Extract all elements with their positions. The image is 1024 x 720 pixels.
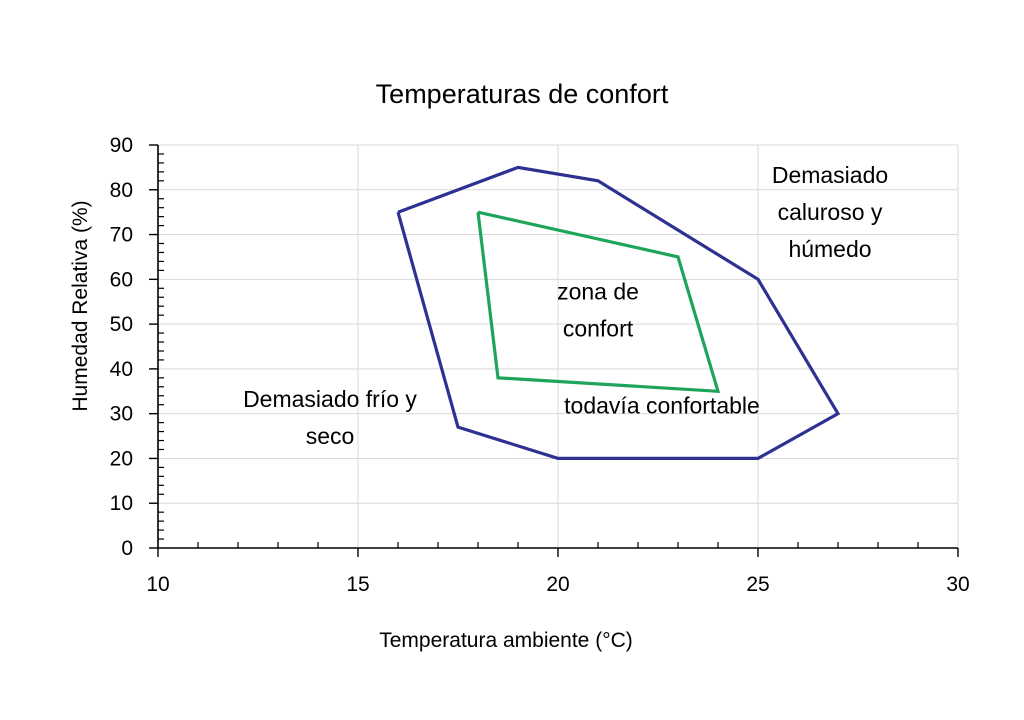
y-tick-label: 80 (110, 179, 133, 202)
comfort-zone-line (476, 210, 721, 394)
chart-title: Temperaturas de confort (376, 79, 669, 109)
annotation-line: Demasiado (772, 162, 888, 188)
annotation-line: Demasiado frío y (243, 386, 417, 412)
annotation-line: caluroso y (778, 199, 883, 225)
annotation-line: zona de (557, 278, 639, 304)
y-tick-label: 60 (110, 268, 133, 291)
y-tick-label: 40 (110, 358, 133, 381)
x-axis-title: Temperatura ambiente (°C) (379, 629, 633, 652)
x-tick-label: 20 (546, 573, 569, 596)
y-tick-label: 10 (110, 492, 133, 515)
annotation: Demasiado caluroso y húmedo (772, 162, 888, 262)
y-tick-label: 50 (110, 313, 133, 336)
y-tick-label: 90 (110, 134, 133, 157)
axes: 10 15 20 25 30 0 10 20 30 40 50 60 70 80 90 (110, 134, 970, 596)
x-tick-label: 25 (746, 573, 769, 596)
annotation: todavía confortable (564, 393, 760, 419)
annotation-line: seco (306, 423, 355, 449)
x-tick-label: 10 (146, 573, 169, 596)
y-tick-label: 0 (121, 537, 133, 560)
annotations: Demasiado caluroso y húmedo zona de confort t… (243, 162, 888, 449)
grid (158, 144, 959, 548)
y-tick-label: 30 (110, 403, 133, 426)
y-tick-label: 20 (110, 447, 133, 470)
y-tick-label: 70 (110, 224, 133, 247)
series-layer (396, 165, 841, 460)
annotation-line: húmedo (788, 236, 871, 262)
annotation-line: todavía confortable (564, 393, 760, 419)
x-tick-label: 30 (946, 573, 969, 596)
y-axis-title: Humedad Relativa (%) (69, 200, 92, 411)
x-tick-label: 15 (346, 573, 369, 596)
outer-zone-line (396, 165, 841, 460)
annotation: zona de confort (557, 278, 639, 341)
annotation-line: confort (563, 315, 634, 341)
annotation: Demasiado frío y seco (243, 386, 417, 449)
